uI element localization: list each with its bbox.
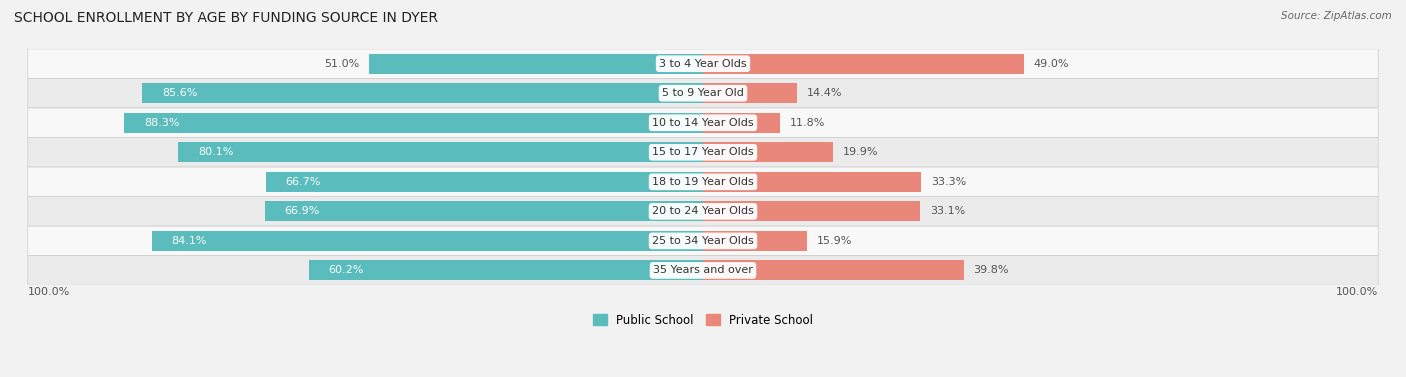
Bar xyxy=(368,54,703,74)
Bar xyxy=(703,83,797,103)
FancyBboxPatch shape xyxy=(28,138,1378,167)
Text: 85.6%: 85.6% xyxy=(162,88,197,98)
Text: 60.2%: 60.2% xyxy=(328,265,364,276)
Text: SCHOOL ENROLLMENT BY AGE BY FUNDING SOURCE IN DYER: SCHOOL ENROLLMENT BY AGE BY FUNDING SOUR… xyxy=(14,11,439,25)
FancyBboxPatch shape xyxy=(28,196,1378,226)
Text: 15 to 17 Year Olds: 15 to 17 Year Olds xyxy=(652,147,754,157)
Text: 51.0%: 51.0% xyxy=(323,59,359,69)
Bar xyxy=(703,142,834,162)
FancyBboxPatch shape xyxy=(28,256,1378,285)
Text: 39.8%: 39.8% xyxy=(973,265,1010,276)
Text: 10 to 14 Year Olds: 10 to 14 Year Olds xyxy=(652,118,754,128)
Bar xyxy=(703,231,807,251)
Text: 20 to 24 Year Olds: 20 to 24 Year Olds xyxy=(652,206,754,216)
Text: 19.9%: 19.9% xyxy=(844,147,879,157)
Text: 33.3%: 33.3% xyxy=(931,177,966,187)
Text: 66.7%: 66.7% xyxy=(285,177,321,187)
Bar xyxy=(142,83,703,103)
FancyBboxPatch shape xyxy=(28,78,1378,108)
Text: 11.8%: 11.8% xyxy=(790,118,825,128)
Text: 100.0%: 100.0% xyxy=(28,287,70,297)
Text: Source: ZipAtlas.com: Source: ZipAtlas.com xyxy=(1281,11,1392,21)
Text: 14.4%: 14.4% xyxy=(807,88,842,98)
Text: 25 to 34 Year Olds: 25 to 34 Year Olds xyxy=(652,236,754,246)
FancyBboxPatch shape xyxy=(28,226,1378,256)
FancyBboxPatch shape xyxy=(28,49,1378,78)
Bar xyxy=(179,142,703,162)
Bar xyxy=(308,261,703,280)
Text: 88.3%: 88.3% xyxy=(143,118,180,128)
Text: 49.0%: 49.0% xyxy=(1033,59,1070,69)
Bar xyxy=(703,261,963,280)
Text: 100.0%: 100.0% xyxy=(1336,287,1378,297)
Text: 5 to 9 Year Old: 5 to 9 Year Old xyxy=(662,88,744,98)
Bar xyxy=(703,54,1024,74)
Text: 66.9%: 66.9% xyxy=(284,206,319,216)
Bar xyxy=(266,172,703,192)
Bar xyxy=(152,231,703,251)
Bar xyxy=(124,113,703,133)
Text: 35 Years and over: 35 Years and over xyxy=(652,265,754,276)
Legend: Public School, Private School: Public School, Private School xyxy=(588,309,818,331)
Text: 84.1%: 84.1% xyxy=(172,236,207,246)
Text: 33.1%: 33.1% xyxy=(929,206,965,216)
FancyBboxPatch shape xyxy=(28,167,1378,196)
Text: 15.9%: 15.9% xyxy=(817,236,852,246)
Bar xyxy=(703,113,780,133)
Text: 80.1%: 80.1% xyxy=(198,147,233,157)
Bar xyxy=(264,201,703,221)
Bar xyxy=(703,201,920,221)
Text: 3 to 4 Year Olds: 3 to 4 Year Olds xyxy=(659,59,747,69)
Bar xyxy=(703,172,921,192)
Text: 18 to 19 Year Olds: 18 to 19 Year Olds xyxy=(652,177,754,187)
FancyBboxPatch shape xyxy=(28,108,1378,138)
